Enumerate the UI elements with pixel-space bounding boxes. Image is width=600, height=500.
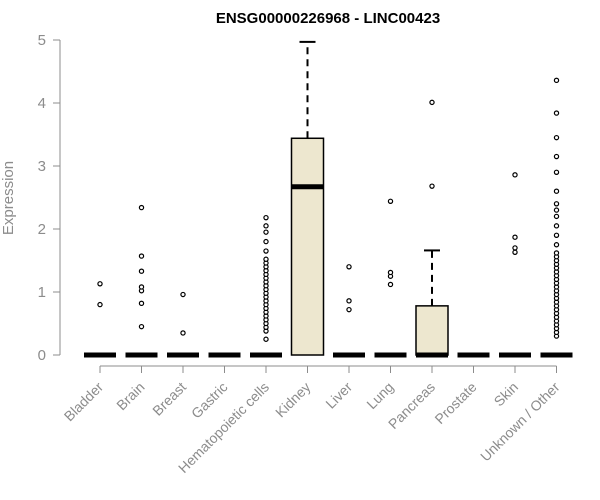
y-tick-label: 3 xyxy=(38,158,46,175)
outlier-point xyxy=(512,245,518,251)
x-tick-label: Breast xyxy=(149,379,189,419)
box-group xyxy=(167,291,199,358)
outlier-point xyxy=(553,110,560,116)
outlier-point xyxy=(553,242,560,248)
outlier-point xyxy=(553,77,560,84)
y-tick-label: 0 xyxy=(38,347,46,364)
x-tick-label: Prostate xyxy=(431,379,479,427)
x-tick-label: Lung xyxy=(363,379,396,412)
outlier-point xyxy=(512,249,518,256)
y-axis-label: Expression xyxy=(0,161,17,235)
outlier-point xyxy=(346,298,352,304)
outlier-point xyxy=(138,284,145,290)
outlier-point xyxy=(138,204,145,211)
outlier-point xyxy=(553,153,560,160)
outlier-point xyxy=(387,198,394,204)
outlier-point xyxy=(346,306,352,313)
outlier-point xyxy=(512,234,518,240)
outlier-point xyxy=(387,281,394,288)
y-tick-label: 2 xyxy=(38,221,46,238)
outlier-point xyxy=(138,253,145,259)
outlier-point xyxy=(263,248,269,254)
outlier-point xyxy=(97,281,103,287)
outlier-point xyxy=(553,134,560,141)
x-tick-label: Brain xyxy=(113,379,147,413)
box-group xyxy=(499,172,531,358)
x-tick-label: Kidney xyxy=(272,379,314,421)
outlier-point xyxy=(553,201,560,207)
y-tick-label: 1 xyxy=(38,284,46,301)
chart-title: ENSG00000226968 - LINC00423 xyxy=(216,10,440,27)
outlier-point xyxy=(387,269,394,276)
x-tick-label: Skin xyxy=(491,379,522,410)
outlier-point xyxy=(553,213,560,220)
box-group xyxy=(333,264,365,358)
outlier-point xyxy=(429,99,435,106)
outlier-point xyxy=(512,172,518,178)
box-group xyxy=(84,281,116,358)
box-group xyxy=(290,40,325,356)
box-group xyxy=(250,214,282,358)
outlier-point xyxy=(346,264,352,270)
outlier-point xyxy=(553,207,560,213)
outlier-point xyxy=(263,214,269,221)
outlier-point xyxy=(263,229,269,235)
outlier-point xyxy=(553,250,560,256)
outlier-point xyxy=(263,336,269,342)
outlier-point xyxy=(138,300,145,307)
x-tick-label: Unknown / Other xyxy=(477,379,563,465)
y-tick-label: 5 xyxy=(38,32,46,49)
box-body xyxy=(415,305,449,356)
box-group xyxy=(125,204,158,358)
outlier-point xyxy=(263,223,269,229)
x-tick-label: Bladder xyxy=(61,379,107,425)
outlier-point xyxy=(138,323,145,330)
outlier-point xyxy=(138,268,145,274)
box-group xyxy=(540,77,573,358)
box-group xyxy=(374,198,407,358)
box-body xyxy=(290,137,325,356)
y-tick-label: 4 xyxy=(38,95,46,112)
x-tick-label: Liver xyxy=(322,379,355,412)
outlier-point xyxy=(97,301,103,308)
outlier-point xyxy=(553,232,560,238)
plot-area xyxy=(84,40,573,358)
box-group xyxy=(415,99,449,358)
outlier-point xyxy=(263,256,269,262)
outlier-point xyxy=(553,188,560,194)
outlier-point xyxy=(180,291,186,298)
y-axis: 0 1 2 3 4 5 xyxy=(38,32,61,364)
outlier-point xyxy=(553,169,560,175)
outlier-point xyxy=(263,238,269,245)
outlier-point xyxy=(429,183,435,189)
outlier-point xyxy=(180,330,186,336)
outlier-point xyxy=(553,223,560,229)
